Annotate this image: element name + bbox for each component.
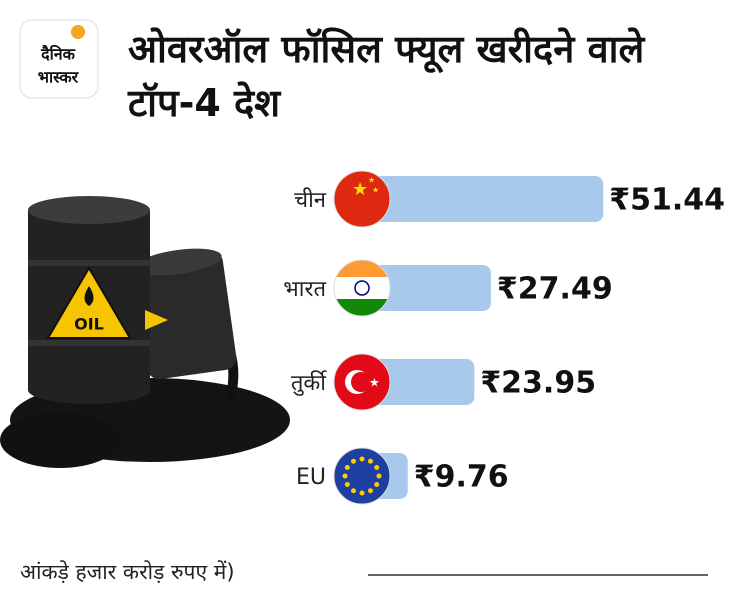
value-label: ₹23.95 [480, 366, 596, 401]
value-label: ₹9.76 [414, 460, 509, 495]
eu-star [344, 465, 350, 470]
svg-text:★: ★ [352, 179, 368, 200]
chart-title: ओवरऑल फॉसिल फ्यूल खरीदने वाले टॉप-4 देश [128, 27, 645, 125]
flag-china: ★ ★★ [334, 171, 390, 227]
eu-star [376, 473, 382, 479]
eu-star [368, 458, 373, 464]
oil-illustration: OIL [0, 196, 290, 468]
svg-text:★: ★ [369, 376, 380, 390]
svg-text:OIL: OIL [74, 315, 104, 334]
eu-star [351, 458, 356, 464]
eu-star [359, 456, 365, 462]
logo-sun [71, 25, 85, 39]
value-label: ₹27.49 [497, 272, 613, 307]
eu-star [368, 488, 373, 494]
eu-star [374, 482, 380, 487]
bar [362, 359, 475, 405]
eu-star [374, 465, 380, 470]
category-label: भारत [283, 277, 326, 302]
logo-box [19, 19, 99, 99]
svg-text:★: ★ [372, 186, 379, 195]
eu-star [342, 473, 348, 479]
eu-star [344, 482, 350, 487]
value-label: ₹51.44 [609, 183, 725, 218]
bar [362, 176, 604, 222]
category-label: EU [296, 465, 326, 490]
logo-text: भास्कर [38, 68, 80, 87]
eu-star [351, 488, 356, 494]
note: आंकड़े हजार करोड़ रुपए में) [20, 560, 235, 584]
eu-star [359, 490, 365, 496]
flag-eu [334, 448, 390, 504]
logo-text: दैनिक [40, 45, 76, 64]
bar [362, 265, 491, 311]
flag-turkey: ★ [334, 354, 390, 410]
svg-text:★: ★ [368, 176, 375, 185]
category-label: चीन [294, 187, 327, 213]
category-label: तुर्की [291, 370, 327, 396]
